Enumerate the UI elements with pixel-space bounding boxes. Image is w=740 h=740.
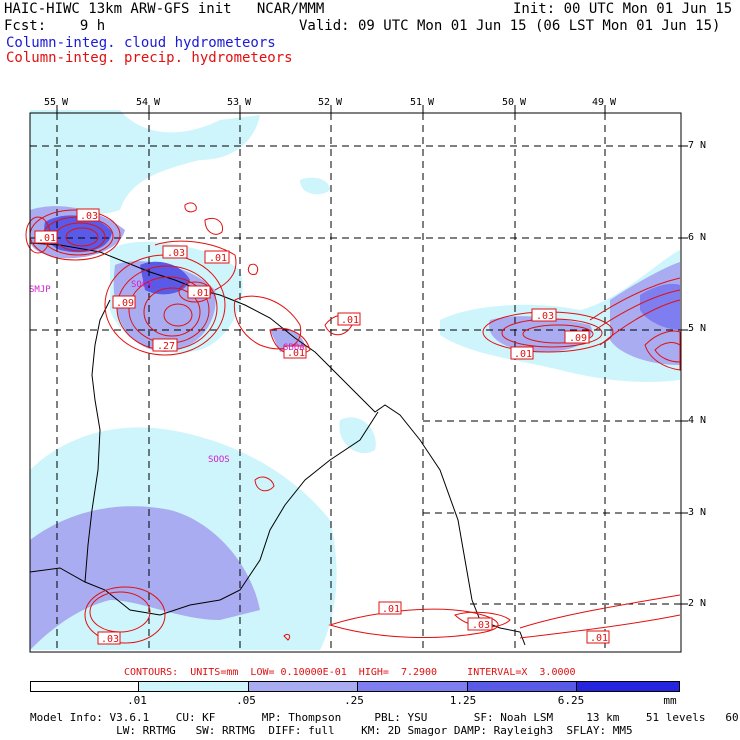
model-title: HAIC-HIWC 13km ARW-GFS init NCAR/MMM [4, 1, 325, 17]
contour-label-text: .03 [101, 634, 119, 645]
contour-label-text: .01 [590, 633, 608, 644]
contour-label-text: .01 [382, 604, 400, 615]
station-label-soos: SOOS [208, 455, 230, 465]
legend-swatch [139, 682, 249, 691]
field-precip-label: Column-integ. precip. hydrometeors [6, 50, 293, 66]
contour-label: .01 [283, 345, 307, 359]
lat-label: 7 N [688, 140, 707, 151]
lat-label: 3 N [688, 507, 707, 518]
lat-label: 2 N [688, 598, 707, 609]
contour-label: .01 [510, 346, 534, 360]
model-info-line2: LW: RRTMG SW: RRTMG DIFF: full KM: 2D Sm… [30, 724, 633, 737]
contour-labels: .03 .01 .03 .01 .09 .01 .27 .01 .01 .03 … [34, 208, 610, 645]
contour-label: .27 [152, 338, 178, 352]
contour-label: .01 [34, 230, 58, 244]
map-frame [29, 112, 682, 653]
lat-label: 6 N [688, 232, 707, 243]
station-label-soca: SOCA [131, 280, 153, 290]
color-legend [30, 681, 680, 692]
contour-label-text: .03 [536, 311, 554, 322]
legend-tick: 6.25 [557, 694, 585, 707]
lat-lon-grid [30, 113, 681, 652]
lon-label: 53 W [227, 97, 252, 108]
legend-swatch [31, 682, 139, 691]
contour-label: .03 [162, 245, 188, 259]
legend-units: mm [663, 694, 677, 707]
contour-label-text: .09 [569, 333, 587, 344]
legend-tick: .05 [236, 694, 256, 707]
contour-label: .01 [378, 601, 402, 615]
contour-label: .01 [586, 630, 610, 644]
contour-label-text: .03 [80, 211, 98, 222]
init-time: Init: 00 UTC Mon 01 Jun 15 [513, 1, 733, 17]
contour-label-text: .01 [514, 349, 532, 360]
contour-label-text: .01 [341, 315, 359, 326]
contour-label-text: .27 [157, 341, 175, 352]
contour-label: .01 [337, 312, 361, 326]
contour-label: .01 [187, 285, 211, 299]
lon-label: 55 W [44, 97, 69, 108]
contour-label-text: .01 [191, 288, 209, 299]
valid-time: Valid: 09 UTC Mon 01 Jun 15 (06 LST Mon … [299, 18, 721, 34]
legend-swatch [468, 682, 577, 691]
legend-tick: 1.25 [449, 694, 477, 707]
contour-label-text: .01 [287, 348, 305, 359]
field-cloud-label: Column-integ. cloud hydrometeors [6, 35, 276, 51]
forecast-hour: Fcst: 9 h [4, 18, 106, 34]
cloud-shading [30, 110, 680, 650]
legend-tick: .01 [127, 694, 147, 707]
lon-label: 50 W [502, 97, 527, 108]
contour-label: .03 [76, 208, 100, 222]
lon-label: 52 W [318, 97, 343, 108]
contour-label: .03 [531, 308, 557, 322]
contour-label: .01 [204, 250, 230, 264]
contour-label-text: .03 [167, 248, 185, 259]
grid-ticks [56, 105, 688, 605]
contour-label: .03 [97, 631, 121, 645]
lon-label: 49 W [592, 97, 617, 108]
legend-swatch [249, 682, 358, 691]
contour-label-text: .03 [472, 620, 490, 631]
station-label-sboa: SBOA [283, 343, 305, 353]
legend-swatch [358, 682, 468, 691]
contour-label-text: .09 [116, 298, 134, 309]
lon-label: 51 W [410, 97, 435, 108]
station-label-smjp: SMJP [29, 285, 51, 295]
coastlines-borders [29, 242, 526, 646]
lat-label: 4 N [688, 415, 707, 426]
contour-label: .09 [564, 330, 590, 344]
contour-label-text: .01 [209, 253, 227, 264]
lat-label: 5 N [688, 323, 707, 334]
station-labels: SMJP SOCA SBOA SOOS [29, 280, 305, 465]
contours-info: CONTOURS: UNITS=mm LOW= 0.10000E-01 HIGH… [124, 667, 576, 678]
contour-label: .03 [467, 617, 493, 631]
lon-label: 54 W [136, 97, 161, 108]
model-info-line1: Model Info: V3.6.1 CU: KF MP: Thompson P… [30, 711, 740, 724]
legend-tick: .25 [344, 694, 364, 707]
contour-label-text: .01 [38, 233, 56, 244]
legend-swatch [577, 682, 679, 691]
contour-label: .09 [112, 295, 136, 309]
